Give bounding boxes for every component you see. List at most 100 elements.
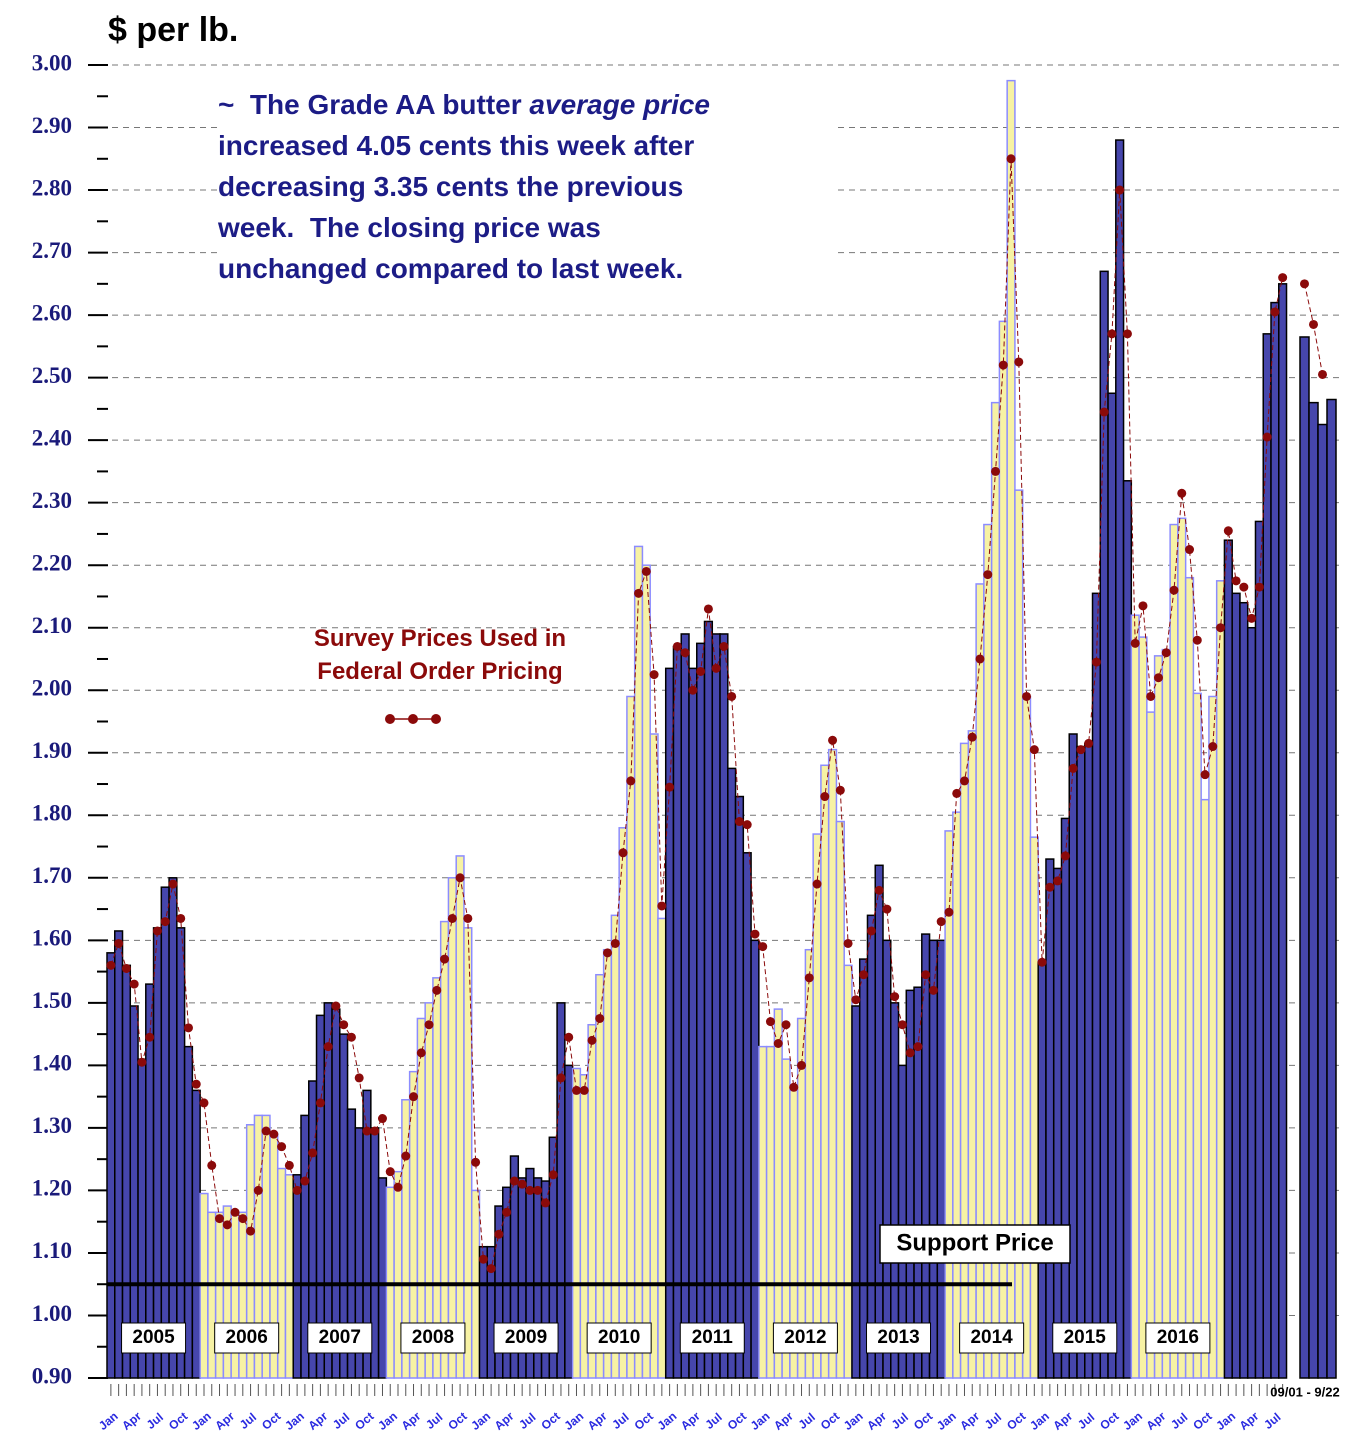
x-tick-label: Apr (119, 1409, 144, 1433)
survey-point (634, 588, 644, 598)
year-label: 2015 (1064, 1327, 1107, 1348)
y-tick-label: 1.60 (32, 926, 72, 951)
bar (160, 886, 170, 1379)
year-label: 2006 (226, 1327, 268, 1348)
survey-point (959, 776, 969, 786)
x-tick-label: Jan (748, 1409, 773, 1433)
x-tick-label: Jan (282, 1409, 307, 1433)
survey-point (509, 1176, 519, 1186)
bar (447, 877, 457, 1379)
year-box (679, 1322, 745, 1354)
bar (703, 620, 714, 1379)
year-box (400, 1322, 466, 1354)
survey-point (595, 1013, 605, 1023)
y-tick-label: 2.30 (32, 488, 72, 513)
survey-point (1270, 307, 1280, 317)
support-box (879, 1224, 1071, 1264)
bar (835, 820, 845, 1379)
survey-point (339, 1020, 349, 1030)
x-tick-label: Apr (1237, 1409, 1262, 1433)
survey-point (1153, 673, 1163, 683)
survey-point (1318, 369, 1327, 379)
x-tick-label: Jul (702, 1410, 724, 1432)
bar (455, 855, 465, 1379)
survey-point (346, 1032, 356, 1042)
annotation-text: average price (529, 89, 710, 120)
survey-point (331, 1001, 341, 1011)
survey-point (393, 1182, 403, 1192)
x-tick-label: Jan (841, 1409, 866, 1433)
bar (106, 952, 116, 1379)
survey-point (680, 648, 690, 658)
bar (664, 667, 675, 1379)
y-tick-label: 1.50 (32, 988, 72, 1013)
survey-point (711, 663, 721, 673)
survey-point (897, 1020, 907, 1030)
year-box (959, 1322, 1025, 1354)
survey-point (1200, 770, 1210, 780)
survey-point (828, 735, 838, 745)
bar (1037, 961, 1047, 1379)
bar (1192, 692, 1202, 1379)
x-tick-label: Oct (166, 1409, 190, 1433)
bar (1130, 614, 1140, 1379)
x-tick-label: Jan (1213, 1409, 1238, 1433)
x-tick-label: Oct (1097, 1409, 1121, 1433)
bar (641, 564, 651, 1379)
survey-point (820, 792, 830, 802)
annotation-text: decreasing 3.35 cents the previous (218, 171, 684, 202)
x-tick-label: Jul (144, 1410, 166, 1432)
legend-marker (431, 714, 441, 724)
survey-point (238, 1214, 248, 1224)
bar (1200, 798, 1210, 1379)
survey-point (416, 1048, 426, 1058)
survey-point (603, 948, 613, 958)
year-box (866, 1322, 932, 1354)
survey-point (1262, 432, 1272, 442)
bar (129, 1005, 139, 1379)
annotation: ~ The Grade AA butter average price incr… (218, 84, 838, 289)
x-tick-label: Apr (212, 1409, 237, 1433)
bar (176, 927, 186, 1379)
survey-point (983, 570, 993, 580)
survey-point (152, 926, 162, 936)
survey-point (323, 1042, 333, 1052)
bar (602, 948, 613, 1379)
bar (1107, 392, 1117, 1379)
survey-point (1068, 763, 1078, 773)
survey-point (998, 360, 1008, 370)
bar (851, 1005, 861, 1379)
bar (292, 1174, 302, 1379)
survey-point (129, 979, 139, 989)
y-tick-label: 1.30 (32, 1113, 72, 1138)
x-tick-label: Oct (352, 1409, 376, 1433)
survey-point (758, 942, 768, 952)
survey-point (253, 1185, 263, 1195)
survey-point (789, 1082, 799, 1092)
survey-point (1231, 576, 1241, 586)
survey-point (657, 901, 667, 911)
bar (114, 930, 124, 1379)
survey-point (176, 913, 186, 923)
annotation-text: unchanged compared to last week. (218, 253, 684, 284)
year-box (1052, 1322, 1118, 1354)
survey-point (1045, 882, 1055, 892)
year-label: 2016 (1157, 1327, 1199, 1348)
x-tick-label: Oct (538, 1409, 562, 1433)
survey-point (688, 685, 698, 695)
bar (649, 733, 659, 1379)
y-tick-label: 1.10 (32, 1238, 72, 1263)
year-label: 2011 (692, 1327, 734, 1348)
survey-point (1006, 154, 1016, 164)
weekly-bar (1299, 336, 1310, 1379)
y-tick-label: 1.90 (32, 738, 72, 763)
survey-point (308, 1148, 318, 1158)
x-tick-label: Jan (1120, 1409, 1145, 1433)
y-tick-label: 2.40 (32, 425, 72, 450)
survey-point (533, 1185, 543, 1195)
x-tick-label: Jul (1075, 1410, 1097, 1432)
year-label: 2012 (784, 1327, 826, 1348)
bar (758, 1045, 768, 1379)
y-tick-label: 1.00 (32, 1301, 72, 1326)
